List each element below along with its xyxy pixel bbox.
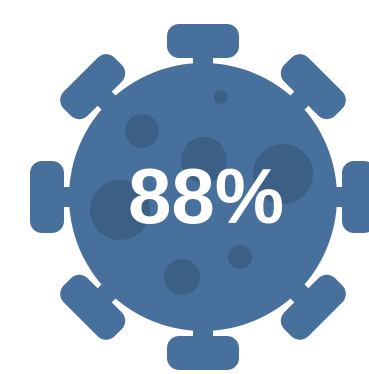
virus-spike-cap <box>30 161 64 233</box>
virus-spot <box>164 259 200 295</box>
virus-spot <box>214 90 228 104</box>
virus-body <box>30 24 369 370</box>
virus-spike-cap <box>280 274 346 340</box>
virus-spots <box>90 90 313 295</box>
virus-spot <box>125 114 159 148</box>
virus-spike-cap <box>167 336 239 370</box>
virus-spike-cap <box>60 54 126 120</box>
virus-spike-cap <box>342 161 369 233</box>
virus-spot <box>253 144 313 204</box>
virus-spot <box>181 137 227 183</box>
virus-spot <box>90 180 150 240</box>
virus-spot <box>228 245 252 269</box>
percentage-label: 88% <box>127 152 285 240</box>
virus-spike-cap <box>280 54 346 120</box>
virus-spike-cap <box>60 274 126 340</box>
virus-spike-cap <box>167 24 239 58</box>
